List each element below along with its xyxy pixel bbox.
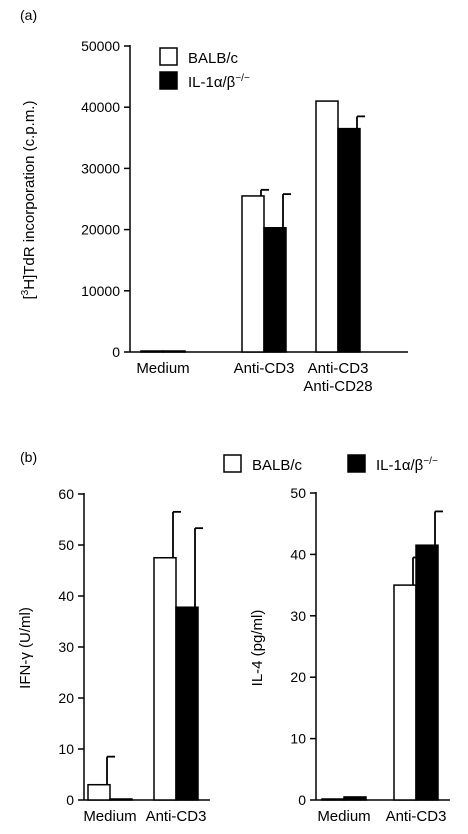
chart-b-il4-y-tick-label: 50: [290, 485, 306, 501]
chart-b-il4-y-tick-label: 10: [290, 731, 306, 747]
panel-a-label: (a): [20, 7, 37, 23]
chart-b-il4-y-tick-label: 30: [290, 608, 306, 624]
chart-b-ifn-y-tick-label: 0: [66, 792, 74, 808]
legend-a-label-il1-sup: −/−: [235, 73, 250, 84]
chart-b-il4: 0 10 20 30 40 50 Medium Anti-CD3 IL-4 (pg/ml): [249, 485, 450, 825]
chart-b-ifn-y-tick-label: 60: [58, 486, 74, 502]
chart-b-il4-y-tick-label: 40: [290, 546, 306, 562]
chart-a-y-axis-label-sup: 3: [20, 289, 31, 295]
chart-a-category-label: Medium: [136, 360, 189, 377]
chart-a-bar-il1-2: [337, 127, 361, 353]
chart-b-ifn-y-tick-label: 20: [58, 690, 74, 706]
chart-b-ifn-bar-il1-0: [109, 798, 133, 801]
legend-a-swatch-il1: [159, 71, 178, 90]
chart-a-bar-balbc-2: [315, 100, 339, 353]
chart-a-y-axis-label: [3H]TdR incorporation (c.p.m.): [20, 101, 38, 300]
chart-a-bar-balbc-0: [140, 350, 164, 353]
legend-a-swatch-balbc: [159, 47, 178, 66]
chart-a-y-tick-label: 40000: [81, 99, 120, 115]
chart-a-y-tick-label: 10000: [81, 283, 120, 299]
legend-b-swatch-balbc: [223, 454, 242, 473]
chart-a-y-tick-label: 50000: [81, 38, 120, 54]
chart-b-ifn-y-axis-label: IFN-γ (U/ml): [17, 607, 34, 689]
chart-b-ifn-bar-il1-1: [175, 606, 199, 801]
chart-a-bar-il1-1: [263, 227, 287, 353]
chart-a-category-label: Anti-CD3: [308, 360, 369, 377]
chart-a-category-label: Anti-CD28: [303, 378, 372, 395]
chart-a-y-axis-label-main: H]TdR incorporation (c.p.m.): [21, 101, 38, 290]
chart-b-il4-bar-il1-0: [343, 796, 367, 801]
chart-b-il4-category-label: Anti-CD3: [386, 808, 447, 825]
chart-a-category-label: Anti-CD3: [234, 360, 295, 377]
legend-b: BALB/c IL-1α/β−/−: [223, 454, 438, 474]
chart-b-ifn-y-tick-label: 40: [58, 588, 74, 604]
panel-b-label: (b): [20, 449, 37, 465]
chart-b-ifn-y-tick-label: 30: [58, 639, 74, 655]
chart-b-il4-bar-balbc-1: [393, 584, 417, 801]
legend-b-label-il1-sup: −/−: [423, 456, 438, 467]
legend-b-label-il1-main: IL-1α/β: [376, 457, 424, 474]
chart-b-il4-y-tick-label: 0: [298, 792, 306, 808]
legend-b-label-balbc: BALB/c: [252, 457, 303, 474]
chart-b-il4-category-label: Medium: [317, 808, 370, 825]
legend-a-label-balbc: BALB/c: [188, 50, 239, 67]
chart-b-ifn-category-label: Medium: [83, 808, 136, 825]
chart-a-bar-il1-0: [162, 350, 186, 353]
chart-a: 0 10000 20000 30000 40000 50000 Medium Anti-CD3…: [20, 38, 408, 395]
chart-a-y-tick-label: 20000: [81, 222, 120, 238]
chart-b-il4-bar-il1-1: [415, 544, 439, 801]
chart-b-il4-y-tick-label: 20: [290, 669, 306, 685]
chart-b-ifn-y-tick-label: 10: [58, 741, 74, 757]
legend-b-swatch-il1: [347, 454, 366, 473]
chart-b-il4-bar-balbc-0: [321, 798, 345, 801]
chart-a-y-tick-label: 0: [112, 344, 120, 360]
chart-b-ifn-bar-balbc-0: [87, 783, 111, 801]
legend-a-label-il1-main: IL-1α/β: [188, 74, 236, 91]
chart-a-y-tick-label: 30000: [81, 160, 120, 176]
chart-b-il4-y-axis-label: IL-4 (pg/ml): [249, 610, 266, 687]
chart-b-ifn-category-label: Anti-CD3: [146, 808, 207, 825]
chart-b-ifn: 0 10 20 30 40 50 60 Medium Anti-CD3 IFN-γ (U/ml): [17, 486, 210, 825]
legend-b-label-il1: IL-1α/β−/−: [376, 456, 438, 474]
chart-b-ifn-bar-balbc-1: [153, 557, 177, 801]
chart-b-ifn-y-tick-label: 50: [58, 537, 74, 553]
chart-a-bar-balbc-1: [241, 195, 265, 353]
legend-a-label-il1: IL-1α/β−/−: [188, 73, 250, 91]
chart-a-y-axis-label-pre: [: [21, 294, 38, 299]
